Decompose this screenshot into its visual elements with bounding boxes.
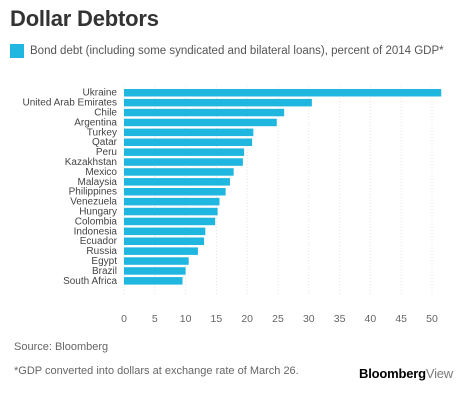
category-label: Brazil xyxy=(92,266,117,277)
category-label: Kazakhstan xyxy=(65,157,117,168)
bloomberg-view-logo: BloombergView xyxy=(359,366,453,381)
bar-indonesia xyxy=(124,227,206,236)
category-label: Chile xyxy=(94,108,117,119)
bar-united-arab-emirates xyxy=(124,98,312,107)
category-label: South Africa xyxy=(63,276,117,287)
category-label: Ecuador xyxy=(80,236,118,247)
category-label: Egypt xyxy=(91,256,117,267)
x-tick-label: 25 xyxy=(272,313,284,325)
x-tick-label: 50 xyxy=(426,313,438,325)
x-tick-label: 35 xyxy=(334,313,346,325)
category-label: Russia xyxy=(86,246,117,257)
bar-hungary xyxy=(124,207,218,216)
legend: Bond debt (including some syndicated and… xyxy=(10,44,444,58)
bar-brazil xyxy=(124,267,186,275)
bar-kazakhstan xyxy=(124,158,243,166)
category-label: Mexico xyxy=(85,167,117,178)
category-label: Hungary xyxy=(79,207,117,218)
bar-chile xyxy=(124,108,285,117)
category-label: Ukraine xyxy=(83,88,118,99)
category-label: Philippines xyxy=(69,187,117,198)
x-tick-label: 20 xyxy=(241,313,253,325)
bar-colombia xyxy=(124,217,216,226)
category-label: Peru xyxy=(96,147,117,158)
x-tick-label: 0 xyxy=(121,313,127,325)
bar-qatar xyxy=(124,138,253,146)
bar-turkey xyxy=(124,128,254,137)
x-tick-label: 15 xyxy=(211,313,223,325)
x-tick-label: 30 xyxy=(303,313,315,325)
category-label: Malaysia xyxy=(78,177,118,188)
chart-title: Dollar Debtors xyxy=(10,6,159,31)
x-tick-label: 45 xyxy=(395,313,407,325)
category-label: Qatar xyxy=(92,137,118,148)
category-label: United Arab Emirates xyxy=(23,98,118,109)
legend-label: Bond debt (including some syndicated and… xyxy=(30,45,444,57)
bar-argentina xyxy=(124,118,277,127)
bar-egypt xyxy=(124,257,189,265)
bar-south-africa xyxy=(124,277,183,285)
category-label: Argentina xyxy=(74,117,117,128)
category-label: Indonesia xyxy=(74,226,118,237)
bar-peru xyxy=(124,148,245,156)
bar-mexico xyxy=(124,168,234,176)
category-label: Colombia xyxy=(75,216,118,227)
bar-philippines xyxy=(124,188,226,196)
category-label: Turkey xyxy=(87,127,117,138)
bar-ecuador xyxy=(124,237,205,245)
category-label: Venezuela xyxy=(70,197,117,208)
footnote: *GDP converted into dollars at exchange … xyxy=(14,365,299,377)
legend-swatch xyxy=(10,44,24,58)
bar-russia xyxy=(124,247,198,255)
x-tick-label: 5 xyxy=(152,313,158,325)
bar-ukraine xyxy=(124,89,442,97)
bar-venezuela xyxy=(124,197,220,206)
source-note: Source: Bloomberg xyxy=(14,341,109,353)
bar-malaysia xyxy=(124,178,230,186)
x-tick-label: 10 xyxy=(180,313,192,325)
x-tick-label: 40 xyxy=(365,313,377,325)
